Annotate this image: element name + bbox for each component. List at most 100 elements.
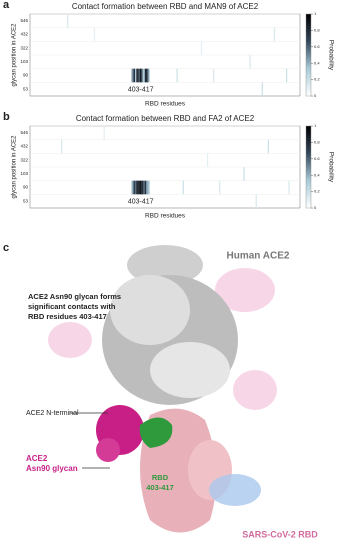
heatmap-cell: [141, 68, 143, 83]
heatmap-cell: [243, 167, 245, 181]
heatmap-panel: b Contact formation between RBD and FA2 o…: [3, 111, 334, 220]
heatmap-cell: [138, 68, 141, 83]
heatmap-cell: [249, 55, 251, 69]
heatmap-cell: [143, 68, 145, 83]
y-axis-label: glycan position in ACE2: [12, 135, 18, 199]
heatmap-cell: [131, 180, 133, 195]
heatmap-cell: [141, 180, 143, 195]
glycan-label: Asn90 glycan: [26, 464, 78, 473]
note-line: significant contacts with: [28, 302, 116, 311]
glycan-label: ACE2: [26, 454, 48, 463]
chart-title: Contact formation between RBD and FA2 of…: [76, 114, 255, 123]
annotation: 403-417: [128, 199, 154, 206]
heatmap-cell: [135, 180, 137, 195]
heatmap-cell: [137, 180, 139, 195]
heatmap-cell: [267, 139, 269, 154]
y-tick-label: 546: [20, 18, 28, 23]
heatmap-cell: [135, 68, 137, 83]
heatmap-cell: [146, 180, 148, 195]
colorbar-tick-label: 0.6: [314, 44, 320, 49]
x-axis-label: RBD residues: [145, 101, 186, 108]
colorbar-label: Probability: [327, 40, 334, 71]
colorbar-tick-label: 1: [314, 11, 317, 16]
y-tick-label: 322: [20, 157, 28, 162]
note-line: ACE2 Asn90 glycan forms: [28, 292, 121, 301]
colorbar-tick-label: 0.8: [314, 27, 320, 32]
colorbar-tick-label: 0.4: [314, 172, 320, 177]
y-tick-label: 53: [23, 198, 29, 203]
panel-label: c: [3, 242, 9, 254]
rbd-label: SARS-CoV-2 RBD: [242, 529, 318, 539]
heatmap-cell: [142, 68, 144, 83]
colorbar-tick-label: 0.2: [314, 77, 320, 82]
colorbar-tick-label: 1: [314, 123, 317, 128]
colorbar-tick-label: 0.4: [314, 60, 320, 65]
rbd-loop-label: 403-417: [146, 483, 174, 492]
chart-title: Contact formation between RBD and MAN9 o…: [72, 2, 259, 11]
y-tick-label: 53: [23, 86, 29, 91]
y-axis-label: glycan position in ACE2: [12, 23, 18, 87]
heatmap-cell: [200, 41, 203, 55]
heatmap-cell: [182, 180, 184, 195]
note-line: RBD residues 403-417: [28, 312, 107, 321]
heatmap-cell: [133, 68, 136, 83]
heatmap-cell: [140, 180, 142, 195]
y-tick-label: 546: [20, 130, 28, 135]
heatmap-cell: [132, 68, 134, 83]
heatmap-cell: [255, 194, 257, 208]
heatmap-cell: [148, 68, 150, 83]
heatmap-cell: [261, 82, 263, 96]
structure-title: Human ACE2: [227, 251, 290, 262]
heatmap-cell: [93, 27, 96, 42]
heatmap-cell: [61, 139, 63, 154]
heatmap-panel: a Contact formation between RBD and MAN9 …: [3, 0, 334, 108]
heatmap-cell: [140, 68, 142, 83]
heatmap-cell: [273, 27, 276, 42]
heatmap-cell: [133, 180, 136, 195]
x-axis-label: RBD residues: [145, 213, 186, 220]
heatmap-cell: [138, 180, 141, 195]
n-terminal-label: ACE2 N-terminal: [26, 410, 79, 417]
y-tick-label: 322: [20, 45, 28, 50]
y-tick-label: 103: [20, 171, 28, 176]
heatmap-cell: [176, 68, 178, 83]
heatmap-cell: [147, 68, 149, 83]
heatmap-cell: [136, 68, 138, 83]
heatmap-cell: [142, 180, 144, 195]
rbd-loop-label: RBD: [152, 473, 169, 482]
colorbar-tick-label: 0: [314, 93, 317, 98]
heatmap-cell: [148, 180, 150, 195]
colorbar-tick-label: 0: [314, 205, 317, 210]
heatmap-cell: [131, 68, 133, 83]
colorbar: [305, 125, 312, 209]
heatmap-cell: [136, 180, 138, 195]
annotation: 403-417: [128, 87, 154, 94]
heatmap-cell: [146, 68, 148, 83]
heatmap-cell: [219, 180, 221, 195]
heatmap-cell: [67, 14, 69, 28]
y-tick-label: 103: [20, 59, 28, 64]
structure-illustration: [48, 245, 277, 533]
colorbar-tick-label: 0.8: [314, 139, 320, 144]
colorbar-tick-label: 0.2: [314, 189, 320, 194]
heatmap-cell: [103, 126, 105, 140]
colorbar-label: Probability: [327, 152, 334, 183]
heatmap-cell: [213, 68, 215, 83]
colorbar-tick-label: 0.6: [314, 156, 320, 161]
heatmap-cell: [286, 68, 288, 83]
heatmap-cell: [132, 180, 134, 195]
heatmap-cell: [147, 180, 149, 195]
colorbar: [305, 13, 312, 97]
heatmap-cell: [144, 180, 147, 195]
panel-label: b: [3, 111, 10, 123]
heatmap-cell: [206, 153, 209, 167]
y-tick-label: 432: [20, 144, 28, 149]
heatmap-cell: [137, 68, 139, 83]
y-tick-label: 90: [23, 73, 29, 78]
heatmap-cell: [144, 68, 147, 83]
y-tick-label: 432: [20, 32, 28, 37]
panel-label: a: [3, 0, 10, 11]
heatmap-cell: [143, 180, 145, 195]
